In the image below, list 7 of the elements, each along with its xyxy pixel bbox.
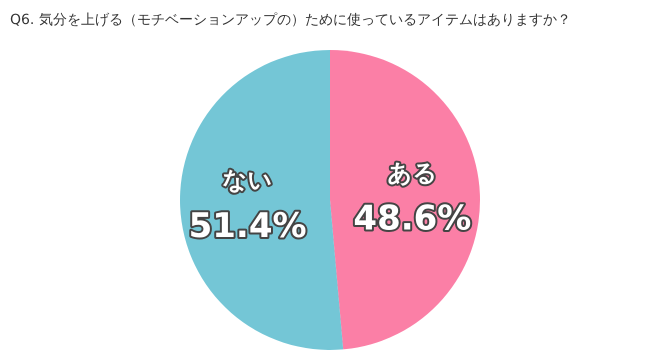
data-label: 48.6% bbox=[353, 198, 472, 239]
pie-slice bbox=[330, 50, 480, 350]
slice-label: ない bbox=[222, 166, 273, 194]
data-label: 51.4% bbox=[188, 206, 307, 246]
slice-label: ある bbox=[387, 158, 438, 187]
chart-title: Q6. 気分を上げる（モチベーションアップの）ために使っているアイテムはありますか？ bbox=[10, 12, 571, 28]
pie-slice bbox=[180, 50, 344, 350]
